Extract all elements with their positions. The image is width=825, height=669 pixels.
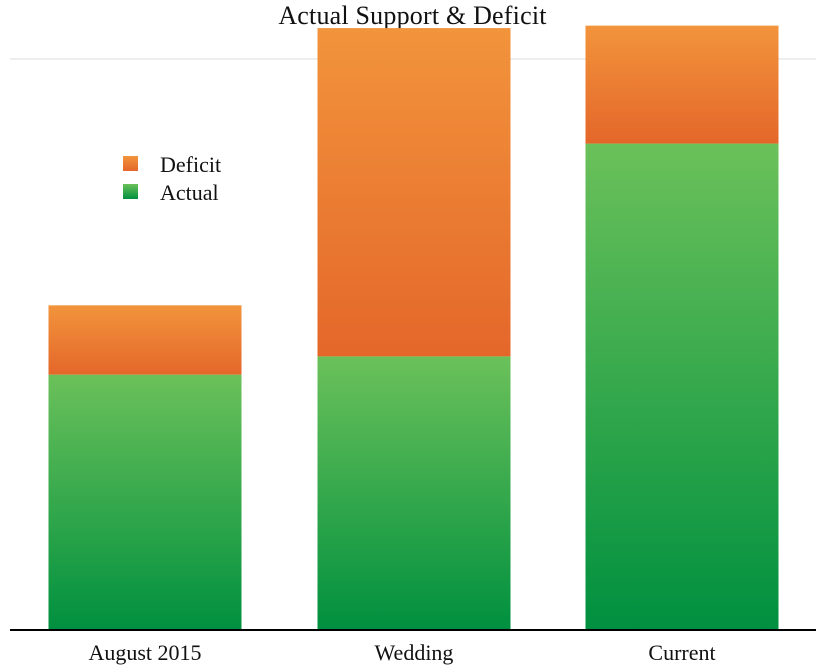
legend-swatch-actual (123, 184, 138, 199)
x-tick-label-wedding: Wedding (375, 640, 454, 665)
x-tick-label-current: Current (648, 640, 715, 665)
bar-deficit-current (585, 25, 779, 144)
x-tick-labels: August 2015 Wedding Current (88, 640, 715, 665)
legend-swatch-deficit (123, 156, 138, 171)
legend-label-deficit: Deficit (160, 152, 221, 177)
chart-title: Actual Support & Deficit (278, 1, 547, 30)
x-tick-label-august-2015: August 2015 (88, 640, 201, 665)
legend: Deficit Actual (123, 152, 221, 205)
bar-actual-august-2015 (48, 374, 242, 630)
bar-deficit-wedding (317, 28, 511, 357)
legend-label-actual: Actual (160, 180, 219, 205)
bar-deficit-august-2015 (48, 305, 242, 375)
bar-actual-current (585, 143, 779, 630)
bar-actual-wedding (317, 356, 511, 630)
bars-group (48, 25, 779, 630)
